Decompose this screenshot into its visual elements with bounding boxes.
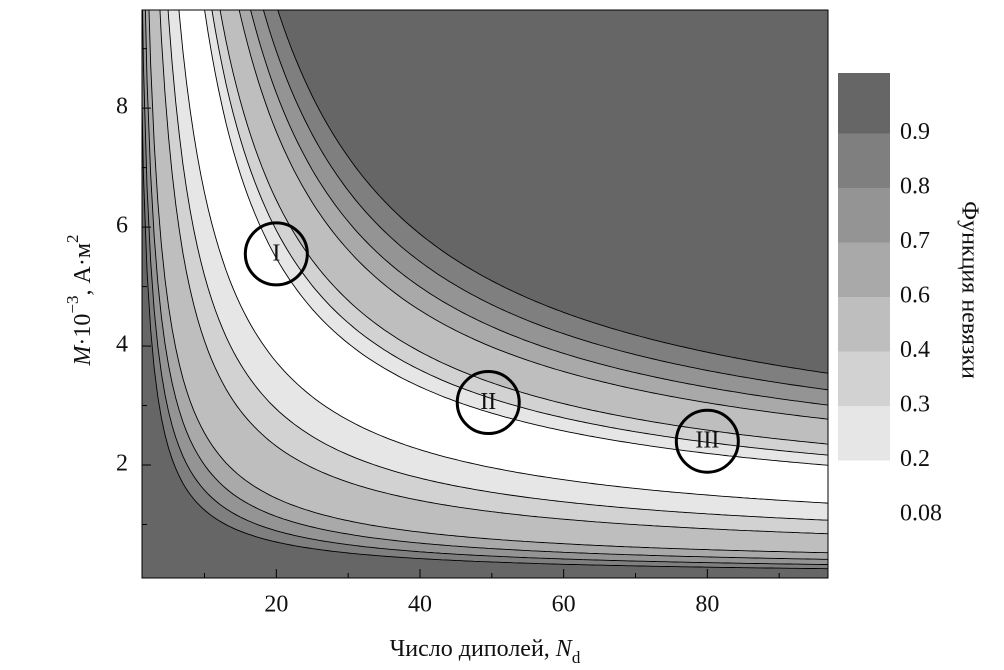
contour-line — [204, 10, 828, 466]
contour-line — [219, 10, 828, 445]
x-axis-label-part: d — [572, 648, 581, 667]
y-tick-label: 6 — [116, 213, 128, 239]
colorbar-band — [838, 188, 890, 243]
y-tick-label: 8 — [116, 94, 128, 120]
region-circle — [674, 408, 740, 474]
x-tick-label: 20 — [264, 592, 288, 618]
colorbar-band — [838, 460, 890, 515]
x-axis-label: Число диполей, Nd — [390, 636, 581, 668]
contour-line — [211, 10, 828, 456]
contour-line — [159, 10, 828, 535]
colorbar-tick-label: 0.7 — [900, 228, 930, 254]
colorbar-band — [838, 351, 890, 406]
plot-frame — [141, 9, 829, 579]
x-tick-label: 80 — [695, 592, 719, 618]
y-axis-label: M·10−3, А·м2 — [63, 234, 95, 366]
x-axis-label-part: N — [555, 636, 574, 662]
y-axis-label-part: M — [70, 344, 96, 367]
contour-line — [148, 10, 828, 554]
contour-plot — [142, 10, 828, 578]
contour-line — [277, 10, 828, 374]
contour-line — [167, 10, 828, 521]
region-label: III — [695, 428, 719, 454]
contour-line — [178, 10, 828, 504]
colorbar-tick-label: 0.2 — [900, 446, 930, 472]
region-label: I — [272, 240, 280, 266]
colorbar-tick-label: 0.8 — [900, 174, 930, 200]
y-axis-label-part: , А·м — [70, 243, 96, 296]
y-tick-label: 4 — [116, 332, 128, 358]
region-label: II — [480, 389, 496, 415]
colorbar-tick-label: 0.9 — [900, 119, 930, 145]
region-circle — [455, 370, 521, 436]
colorbar-band — [838, 242, 890, 297]
colorbar-band — [838, 297, 890, 352]
region-circle — [243, 221, 309, 287]
contour-line — [144, 10, 828, 560]
contour-line — [238, 10, 828, 420]
colorbar-label: Функция невязки — [956, 201, 982, 379]
contour-line — [142, 77, 828, 570]
colorbar-tick-label: 0.4 — [900, 337, 930, 363]
colorbar-tick-label: 0.3 — [900, 392, 930, 418]
x-tick-label: 60 — [552, 592, 576, 618]
colorbar-band — [838, 133, 890, 188]
y-axis-label-part: 2 — [63, 234, 82, 243]
contour-band — [178, 10, 828, 504]
colorbar-tick-label: 0.08 — [900, 501, 942, 527]
colorbar-band — [838, 73, 890, 134]
colorbar-tick-label: 0.6 — [900, 283, 930, 309]
y-axis-label-part: ·10 — [70, 314, 96, 346]
y-axis-label-part: −3 — [63, 295, 82, 313]
x-tick-label: 40 — [408, 592, 432, 618]
y-tick-label: 2 — [116, 450, 128, 476]
colorbar-band — [838, 406, 890, 461]
contour-line — [142, 10, 828, 566]
contour-line — [250, 10, 828, 406]
x-axis-label-part: Число диполей, — [390, 636, 556, 662]
contour-line — [262, 10, 828, 391]
